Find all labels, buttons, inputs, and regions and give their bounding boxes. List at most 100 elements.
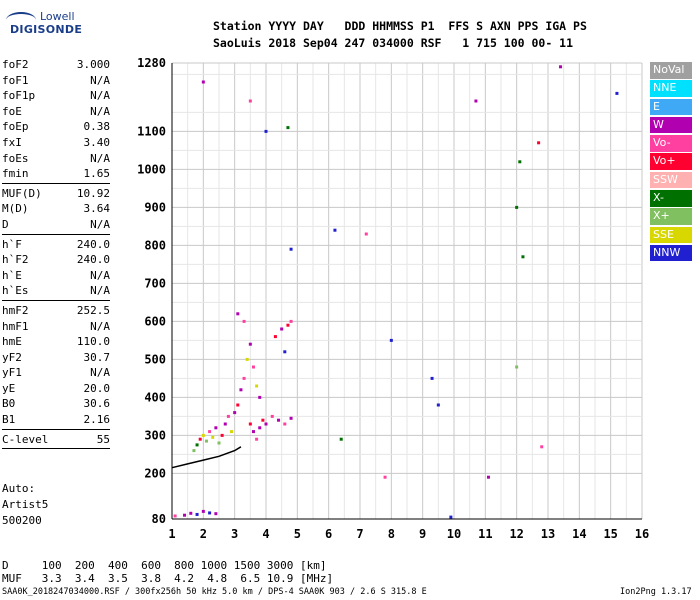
legend-item-w: W bbox=[650, 116, 692, 134]
x-tick-label: 3 bbox=[231, 527, 238, 541]
param-row: yF2 30.7 bbox=[2, 350, 110, 366]
legend-item-nnw: NNW bbox=[650, 244, 692, 262]
param-name: yF1 bbox=[2, 366, 22, 380]
muf-row: MUF 3.3 3.4 3.5 3.8 4.2 4.8 6.5 10.9 [MH… bbox=[2, 572, 334, 585]
echo-point bbox=[236, 312, 240, 316]
param-row: B1 2.16 bbox=[2, 412, 110, 428]
echo-point bbox=[173, 514, 177, 518]
echo-point bbox=[214, 426, 218, 430]
param-row: M(D) 3.64 bbox=[2, 201, 110, 217]
param-name: h`F bbox=[2, 237, 22, 251]
x-tick-label: 11 bbox=[478, 527, 492, 541]
param-name: B1 bbox=[2, 413, 16, 427]
param-value: N/A bbox=[90, 284, 110, 298]
param-value: 0.38 bbox=[83, 120, 111, 134]
echo-point bbox=[521, 255, 525, 259]
y-tick-label: 800 bbox=[144, 238, 166, 252]
param-row: foF1p N/A bbox=[2, 88, 110, 104]
x-tick-label: 12 bbox=[509, 527, 523, 541]
echo-point bbox=[217, 441, 221, 445]
legend-item-vo-: Vo- bbox=[650, 135, 692, 152]
param-row: foEp 0.38 bbox=[2, 119, 110, 135]
echo-point bbox=[436, 403, 440, 407]
echo-point bbox=[486, 475, 490, 479]
param-row: foF2 3.000 bbox=[2, 57, 110, 73]
header-line1: Station YYYY DAY DDD HHMMSS P1 FFS S AXN… bbox=[213, 19, 587, 33]
echo-point bbox=[615, 91, 619, 95]
param-value: 30.7 bbox=[83, 350, 111, 364]
param-row: h`E N/A bbox=[2, 268, 110, 284]
param-value: 30.6 bbox=[83, 397, 111, 411]
param-value: 252.5 bbox=[76, 303, 110, 317]
echo-point bbox=[248, 422, 252, 426]
echo-point bbox=[220, 433, 224, 437]
param-name: hmF2 bbox=[2, 303, 29, 317]
y-tick-label: 500 bbox=[144, 352, 166, 366]
param-value: 240.0 bbox=[76, 253, 110, 267]
x-tick-label: 7 bbox=[356, 527, 363, 541]
param-value: 10.92 bbox=[76, 186, 110, 200]
echo-point bbox=[273, 335, 277, 339]
param-value: 3.64 bbox=[83, 202, 111, 216]
echo-point bbox=[518, 160, 522, 164]
echo-point bbox=[258, 395, 262, 399]
echo-point bbox=[223, 422, 227, 426]
y-tick-label: 1280 bbox=[137, 56, 166, 70]
echo-point bbox=[242, 319, 246, 323]
echo-point bbox=[449, 515, 453, 519]
param-row: foEs N/A bbox=[2, 151, 110, 167]
param-name: yE bbox=[2, 381, 16, 395]
logo-line1: Lowell bbox=[40, 10, 75, 23]
echo-point bbox=[236, 403, 240, 407]
x-tick-label: 16 bbox=[635, 527, 649, 541]
param-name: h`F2 bbox=[2, 253, 29, 267]
param-value: N/A bbox=[90, 73, 110, 87]
echo-point bbox=[251, 430, 255, 434]
legend-item-e: E bbox=[650, 98, 692, 116]
param-name: h`E bbox=[2, 268, 22, 282]
echo-point bbox=[537, 141, 541, 145]
param-row: D N/A bbox=[2, 217, 110, 233]
param-name: foEs bbox=[2, 151, 29, 165]
param-row: B0 30.6 bbox=[2, 396, 110, 412]
param-name: foF1p bbox=[2, 89, 36, 103]
distance-row: D 100 200 400 600 800 1000 1500 3000 [km… bbox=[2, 559, 327, 572]
x-tick-label: 9 bbox=[419, 527, 426, 541]
echo-point bbox=[270, 414, 274, 418]
echo-point bbox=[233, 411, 237, 415]
echo-point bbox=[289, 416, 293, 420]
param-separator bbox=[2, 428, 110, 430]
echo-point bbox=[286, 126, 290, 130]
echo-point bbox=[286, 323, 290, 327]
logo-line2: DIGISONDE bbox=[10, 23, 83, 36]
param-separator bbox=[2, 233, 110, 235]
x-tick-label: 1 bbox=[168, 527, 175, 541]
param-name: foEp bbox=[2, 120, 29, 134]
echo-point bbox=[198, 437, 202, 441]
x-tick-label: 8 bbox=[388, 527, 395, 541]
param-row: foE N/A bbox=[2, 104, 110, 120]
param-name: hmE bbox=[2, 335, 22, 349]
y-tick-label: 900 bbox=[144, 200, 166, 214]
echo-point bbox=[242, 376, 246, 380]
param-row: hmF2 252.5 bbox=[2, 303, 110, 319]
param-name: B0 bbox=[2, 397, 16, 411]
header-line2: SaoLuis 2018 Sep04 247 034000 RSF 1 715 … bbox=[213, 36, 574, 50]
param-value: N/A bbox=[90, 268, 110, 282]
echo-point bbox=[540, 445, 544, 449]
echo-point bbox=[201, 433, 205, 437]
echo-point bbox=[289, 319, 293, 323]
echo-point bbox=[211, 435, 215, 439]
echo-point bbox=[226, 414, 230, 418]
y-tick-label: 400 bbox=[144, 390, 166, 404]
param-row: h`F 240.0 bbox=[2, 237, 110, 253]
param-value: 55 bbox=[96, 432, 110, 446]
echo-point bbox=[389, 338, 393, 342]
param-value: 1.65 bbox=[83, 167, 111, 181]
x-tick-label: 6 bbox=[325, 527, 332, 541]
x-tick-label: 15 bbox=[603, 527, 617, 541]
param-value: N/A bbox=[90, 319, 110, 333]
param-name: foF2 bbox=[2, 58, 29, 71]
param-name: D bbox=[2, 217, 9, 231]
